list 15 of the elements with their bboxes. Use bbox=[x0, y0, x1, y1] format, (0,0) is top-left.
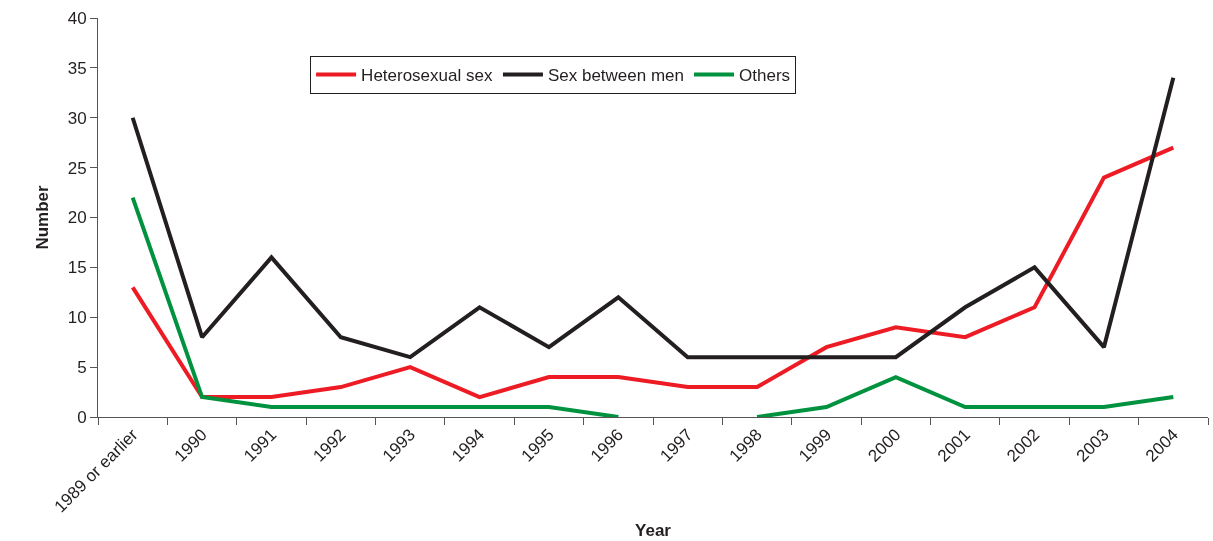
y-tick-label: 0 bbox=[77, 407, 87, 427]
legend-label: Sex between men bbox=[547, 66, 685, 86]
line-series bbox=[130, 145, 1176, 400]
y-tick-label: 10 bbox=[67, 308, 87, 328]
legend-label: Others bbox=[739, 66, 791, 86]
legend-label: Heterosexual sex bbox=[361, 66, 493, 86]
y-tick-label: 25 bbox=[67, 158, 87, 178]
y-tick-label: 15 bbox=[67, 258, 87, 278]
y-tick-label: 20 bbox=[67, 208, 87, 228]
y-tick-label: 5 bbox=[77, 358, 87, 378]
y-tick-label: 40 bbox=[67, 8, 87, 28]
y-tick-label: 35 bbox=[67, 58, 87, 78]
x-axis-title: Year bbox=[635, 520, 672, 540]
y-tick-label: 30 bbox=[67, 108, 87, 128]
y-axis-title: Number bbox=[33, 185, 53, 250]
